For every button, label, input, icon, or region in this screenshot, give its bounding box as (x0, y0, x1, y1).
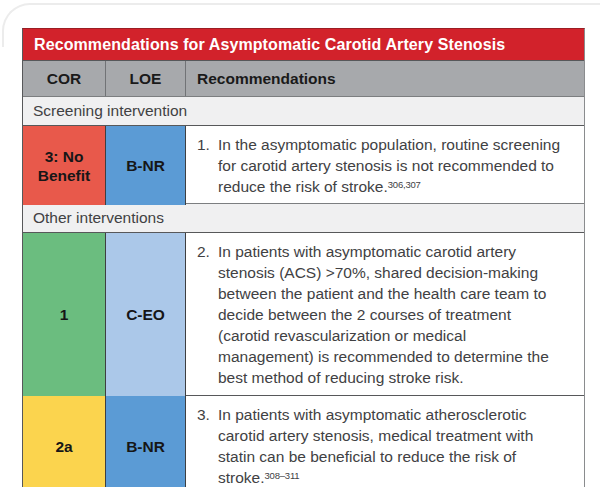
item-text-1: In the asymptomatic population, routine … (218, 134, 562, 197)
header-recommendations: Recommendations (186, 61, 584, 96)
cor-cell-row-1: 3: No Benefit (23, 126, 106, 205)
cor-cell-row-3: 2a (23, 396, 106, 487)
item-number-2: 2. (197, 241, 211, 262)
recommendations-table: Recommendations for Asymptomatic Carotid… (22, 28, 585, 487)
recommendation-text-2: In patients with asymptomatic carotid ar… (218, 243, 549, 386)
header-loe: LOE (106, 61, 186, 96)
table-row-1: 3: No Benefit B-NR 1. In the asymptomati… (23, 125, 584, 203)
loe-cell-row-1: B-NR (106, 126, 186, 205)
table-row-2: 1 C-EO 2. In patients with asymptomatic … (23, 232, 584, 395)
page: Recommendations for Asymptomatic Carotid… (0, 0, 600, 487)
section-row-other-interventions: Other interventions (23, 203, 584, 232)
loe-cell-row-2: C-EO (106, 233, 186, 396)
header-cor: COR (23, 61, 106, 96)
item-number-3: 3. (197, 404, 211, 425)
recommendation-cell-row-3: 3. In patients with asymptomatic atheros… (186, 396, 584, 487)
table-row-3: 2a B-NR 3. In patients with asymptomatic… (23, 395, 584, 487)
item-number-1: 1. (197, 134, 211, 155)
section-row-screening-intervention: Screening intervention (23, 96, 584, 125)
recommendation-cell-row-1: 1. In the asymptomatic population, routi… (186, 126, 584, 205)
table-title: Recommendations for Asymptomatic Carotid… (23, 29, 584, 60)
loe-cell-row-3: B-NR (106, 396, 186, 487)
citation-ref-3: 308–311 (265, 470, 300, 481)
table-header-row: COR LOE Recommendations (23, 60, 584, 96)
recommendation-cell-row-2: 2. In patients with asymptomatic carotid… (186, 233, 584, 396)
citation-ref-1: 306,307 (388, 179, 421, 190)
item-text-2: In patients with asymptomatic carotid ar… (218, 241, 562, 388)
cor-cell-row-2: 1 (23, 233, 106, 396)
item-text-3: In patients with asymptomatic atheroscle… (218, 404, 562, 487)
